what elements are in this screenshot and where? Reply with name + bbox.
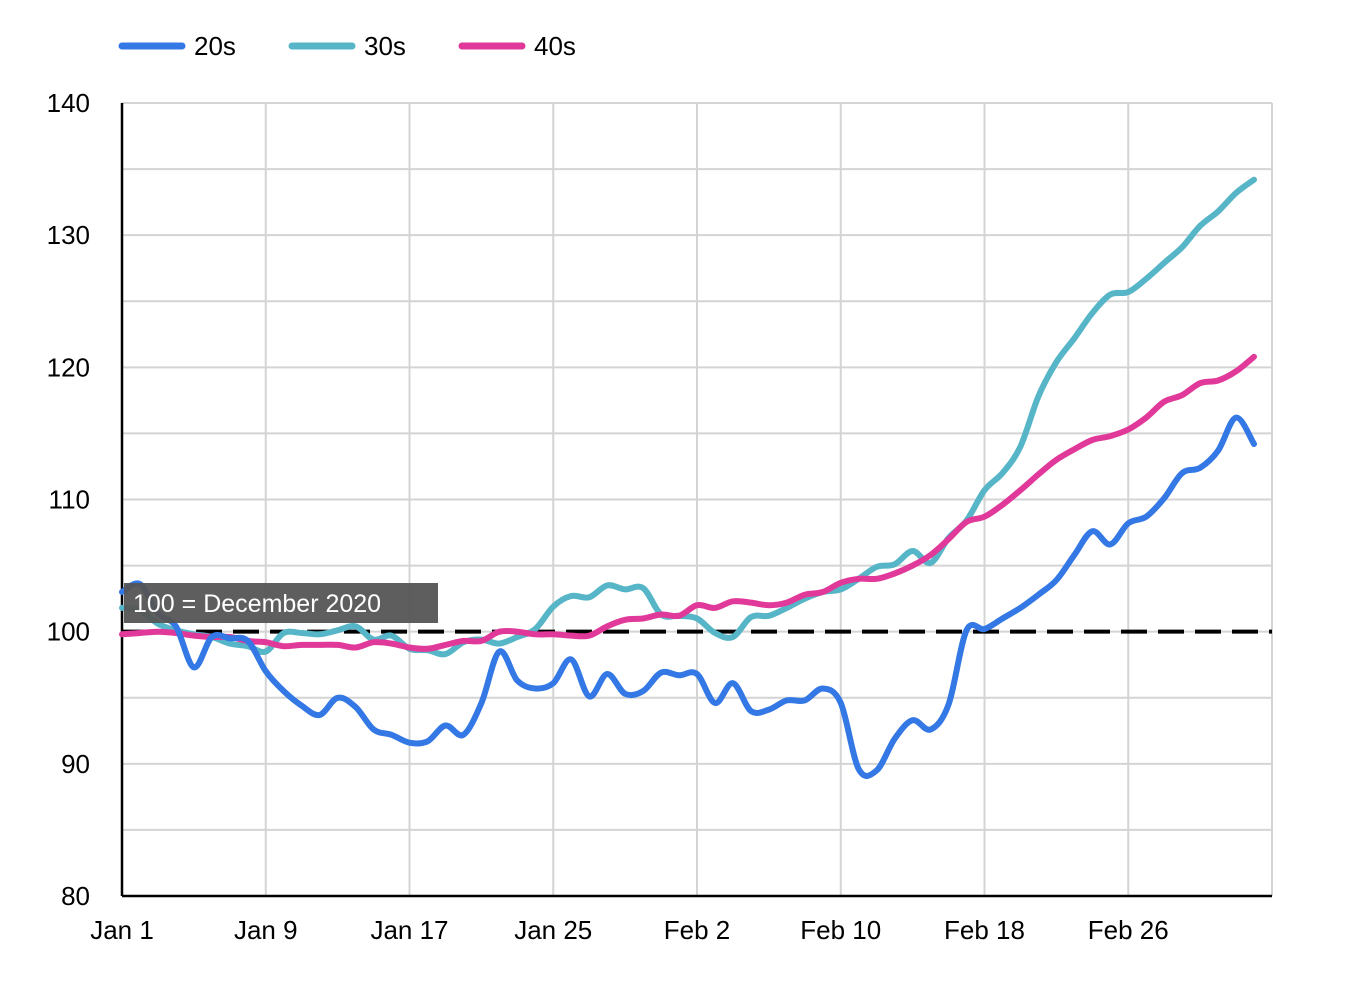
series-line-20s <box>119 414 1257 779</box>
legend-label-20s: 20s <box>194 31 236 61</box>
grid <box>122 102 1273 896</box>
x-tick-label: Jan 1 <box>90 915 154 945</box>
x-tick-label: Jan 17 <box>370 915 448 945</box>
legend: 20s 30s 40s <box>118 31 576 61</box>
reference-label-box <box>124 583 438 623</box>
legend-label-30s: 30s <box>364 31 406 61</box>
reference-label: 100 = December 2020 <box>133 590 381 618</box>
x-tick-label: Jan 25 <box>514 915 592 945</box>
x-tick-label: Feb 18 <box>944 915 1025 945</box>
x-tick-label: Feb 10 <box>800 915 881 945</box>
y-tick-label: 110 <box>49 485 90 515</box>
x-tick-label: Jan 9 <box>234 915 298 945</box>
reference-annotation: 100 = December 2020 <box>124 583 438 623</box>
y-tick-label: 130 <box>47 220 90 250</box>
y-tick-label: 120 <box>47 352 90 382</box>
legend-label-40s: 40s <box>534 31 576 61</box>
y-tick-label: 140 <box>47 88 90 118</box>
y-tick-label: 80 <box>61 881 90 911</box>
axes: 80 90 100 110 120 130 140 Jan 1 Jan 9 Jan 17 Jan 2… <box>47 88 1272 945</box>
series-line-40s <box>119 353 1257 652</box>
x-tick-label: Feb 26 <box>1088 915 1169 945</box>
y-tick-label: 90 <box>61 749 90 779</box>
series-lines <box>119 176 1257 779</box>
y-tick-label: 100 <box>47 617 90 647</box>
x-tick-label: Feb 2 <box>664 915 731 945</box>
series-line-30s <box>119 176 1257 658</box>
